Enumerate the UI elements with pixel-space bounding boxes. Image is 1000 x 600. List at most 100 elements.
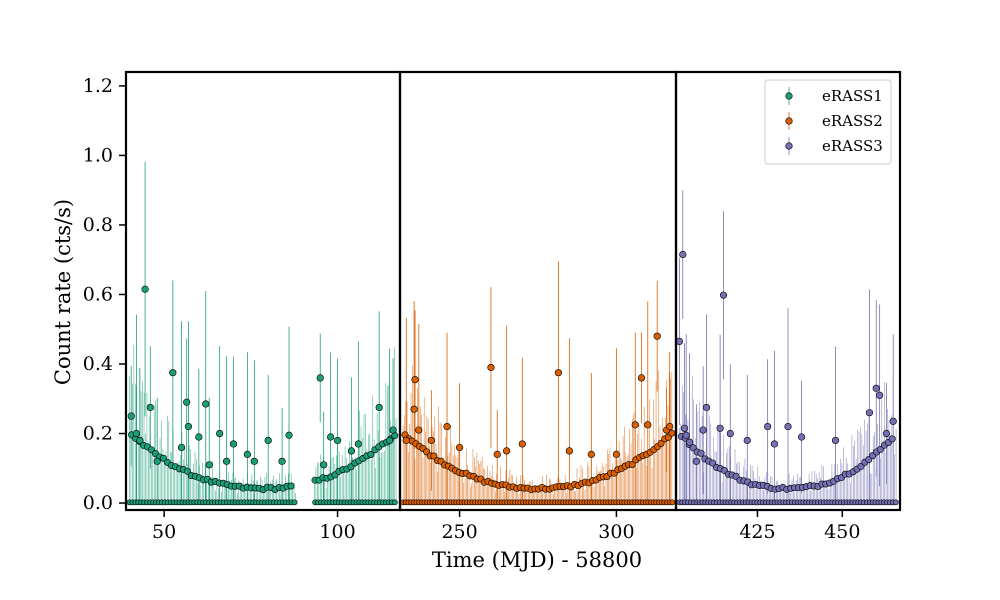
data-point xyxy=(692,457,700,465)
error-bars xyxy=(678,190,897,504)
data-point xyxy=(183,398,191,406)
data-point xyxy=(872,384,880,392)
y-tick-label: 0.6 xyxy=(83,283,113,305)
data-point xyxy=(229,440,238,448)
data-point xyxy=(628,460,636,468)
data-point xyxy=(882,429,891,438)
data-point xyxy=(333,436,342,445)
data-point xyxy=(689,444,697,452)
data-point xyxy=(183,467,191,475)
data-point xyxy=(415,426,423,434)
data-point xyxy=(222,457,231,465)
data-point xyxy=(770,440,779,448)
data-point xyxy=(141,285,149,293)
y-axis: 0.0 0.2 0.4 0.6 0.8 1.0 1.2 xyxy=(83,75,126,514)
data-point xyxy=(347,447,356,455)
data-point xyxy=(159,454,167,462)
x-tick-label: 50 xyxy=(152,521,176,543)
data-point xyxy=(719,291,728,299)
data-point xyxy=(367,451,375,459)
data-point xyxy=(291,499,298,506)
data-point xyxy=(493,450,501,458)
legend-marker xyxy=(785,117,793,125)
data-point xyxy=(865,409,874,417)
legend-label: eRASS3 xyxy=(822,137,883,155)
data-point xyxy=(316,374,324,382)
data-point xyxy=(169,369,177,377)
x-tick-label: 425 xyxy=(739,521,775,543)
data-point xyxy=(389,426,397,434)
data-point xyxy=(455,443,464,452)
data-point xyxy=(797,433,806,441)
data-point xyxy=(743,436,751,445)
legend-label: eRASS2 xyxy=(822,112,883,130)
data-point xyxy=(264,436,272,445)
data-point xyxy=(637,374,646,382)
data-point xyxy=(657,439,665,447)
data-point xyxy=(784,422,792,431)
data-point xyxy=(764,422,772,431)
data-point xyxy=(385,436,394,445)
zero-points xyxy=(126,499,398,506)
data-point xyxy=(889,417,897,425)
data-point xyxy=(702,403,711,412)
data-point xyxy=(184,422,193,431)
data-point xyxy=(612,450,621,458)
y-tick-label: 1.0 xyxy=(83,144,113,166)
legend-marker xyxy=(785,92,793,100)
panel-eRASS1: 50 100 xyxy=(124,70,402,543)
x-tick-label: 100 xyxy=(319,521,355,543)
trend-points xyxy=(128,431,399,494)
legend-box xyxy=(764,79,892,165)
legend: eRASS1 eRASS2 eRASS3 xyxy=(764,79,892,165)
data-point xyxy=(587,450,595,458)
data-point xyxy=(876,391,884,399)
legend-label: eRASS1 xyxy=(822,87,883,105)
data-point xyxy=(443,422,451,431)
data-point xyxy=(177,443,186,452)
y-tick-label: 0.0 xyxy=(83,492,113,514)
x-axis-label: Time (MJD) - 58800 xyxy=(432,548,642,572)
data-point xyxy=(716,424,724,432)
data-point xyxy=(888,435,896,443)
data-point xyxy=(427,436,435,445)
chart-panels: 50 100 250 300 425 450 xyxy=(124,70,902,543)
data-point xyxy=(205,461,213,469)
data-point xyxy=(411,376,419,384)
zero-points xyxy=(676,499,899,506)
y-tick-label: 0.2 xyxy=(83,423,113,445)
data-point xyxy=(202,400,210,408)
highlight-points xyxy=(675,250,897,465)
data-point xyxy=(216,429,224,438)
y-tick-label: 0.4 xyxy=(83,353,113,375)
legend-marker xyxy=(785,142,793,150)
data-point xyxy=(327,433,335,441)
data-point xyxy=(127,412,135,420)
trend-points xyxy=(401,429,676,494)
data-point xyxy=(831,436,840,445)
data-point xyxy=(503,447,511,455)
data-point xyxy=(565,447,573,455)
data-point xyxy=(410,405,418,413)
data-point xyxy=(195,433,203,441)
error-bars xyxy=(129,162,397,504)
data-point xyxy=(679,250,687,259)
x-tick-label: 300 xyxy=(598,521,634,543)
data-point xyxy=(487,363,495,372)
data-point xyxy=(136,436,144,445)
data-point xyxy=(697,449,705,457)
data-point xyxy=(699,426,707,434)
panel-frame xyxy=(674,70,902,512)
data-point xyxy=(726,429,734,438)
y-axis-label: Count rate (cts/s) xyxy=(51,199,75,385)
data-point xyxy=(285,431,293,439)
x-tick-label: 450 xyxy=(824,521,860,543)
data-point xyxy=(375,403,383,412)
data-point xyxy=(402,436,410,445)
data-point xyxy=(631,421,639,429)
panel-eRASS2: 250 300 xyxy=(398,70,678,543)
data-point xyxy=(146,403,154,412)
data-point xyxy=(669,499,676,506)
data-point xyxy=(666,422,674,431)
data-point xyxy=(644,421,652,429)
